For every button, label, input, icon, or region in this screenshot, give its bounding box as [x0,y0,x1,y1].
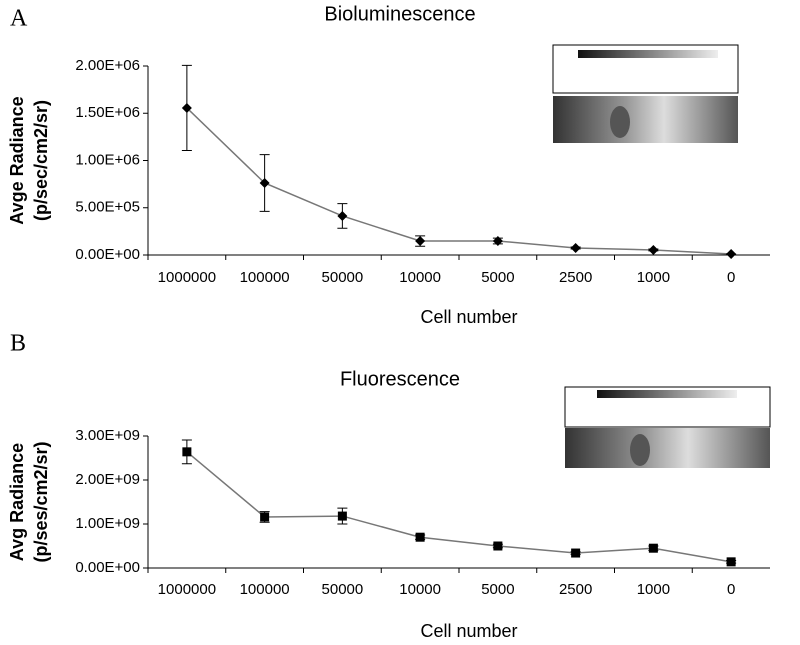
x-tick-label: 1000 [637,581,670,598]
y-tick-label: 2.00E+06 [75,57,140,74]
x-tick-label: 2500 [559,269,592,286]
marker [260,512,270,522]
x-tick-label: 50000 [322,269,364,286]
marker [726,249,737,260]
x-tick-label: 10000 [399,581,441,598]
x-tick-label: 1000000 [158,269,216,286]
x-tick-label: 1000 [637,269,670,286]
inset-image [564,386,771,468]
marker [648,543,658,553]
y-tick-label: 5.00E+05 [75,199,140,216]
inset-image [552,44,739,143]
y-axis-label: Avge Radiance [7,96,27,224]
panel-label: B [10,331,26,357]
x-tick-label: 5000 [481,581,514,598]
y-tick-label: 2.00E+09 [75,471,140,488]
chart-title: Bioluminescence [324,3,475,25]
data-line [186,107,732,255]
marker [259,177,270,188]
x-tick-label: 5000 [481,269,514,286]
marker [182,447,192,457]
marker [337,511,347,521]
y-tick-label: 1.00E+06 [75,151,140,168]
x-tick-label: 10000 [399,269,441,286]
marker [571,548,581,558]
y-tick-label: 0.00E+00 [75,559,140,576]
marker [337,210,348,221]
x-tick-label: 100000 [240,269,290,286]
y-tick-label: 1.50E+06 [75,104,140,121]
marker [492,236,503,247]
marker [570,243,581,254]
x-tick-label: 2500 [559,581,592,598]
marker [415,532,425,542]
chart-title: Fluorescence [340,368,460,390]
x-tick-label: 0 [727,269,735,286]
x-tick-label: 100000 [240,581,290,598]
marker [493,541,503,551]
y-axis-label: Avg Radiance [7,443,27,561]
x-tick-label: 1000000 [158,581,216,598]
x-tick-label: 0 [727,581,735,598]
y-axis-label: (p/sec/cm2/sr) [31,100,51,221]
marker [181,102,192,113]
panel-label: A [10,6,28,32]
y-axis-label: (p/ses/cm2/sr) [31,441,51,562]
x-axis-label: Cell number [420,621,517,641]
y-tick-label: 3.00E+09 [75,427,140,444]
data-line [186,451,732,563]
marker [726,557,736,567]
x-tick-label: 50000 [322,581,364,598]
y-tick-label: 1.00E+09 [75,515,140,532]
marker [648,244,659,255]
x-axis-label: Cell number [420,307,517,327]
y-tick-label: 0.00E+00 [75,246,140,263]
marker [415,236,426,247]
